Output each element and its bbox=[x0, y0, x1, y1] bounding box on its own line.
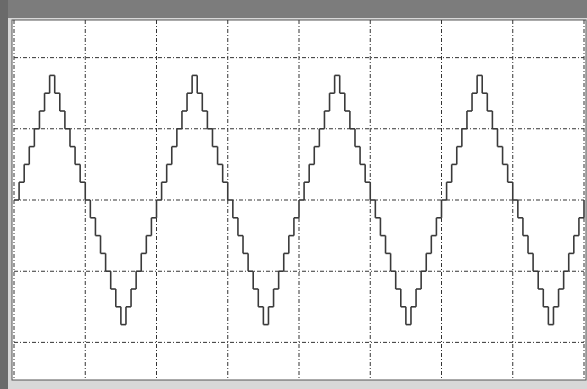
left-border bbox=[0, 0, 8, 389]
title-bar bbox=[0, 0, 587, 18]
